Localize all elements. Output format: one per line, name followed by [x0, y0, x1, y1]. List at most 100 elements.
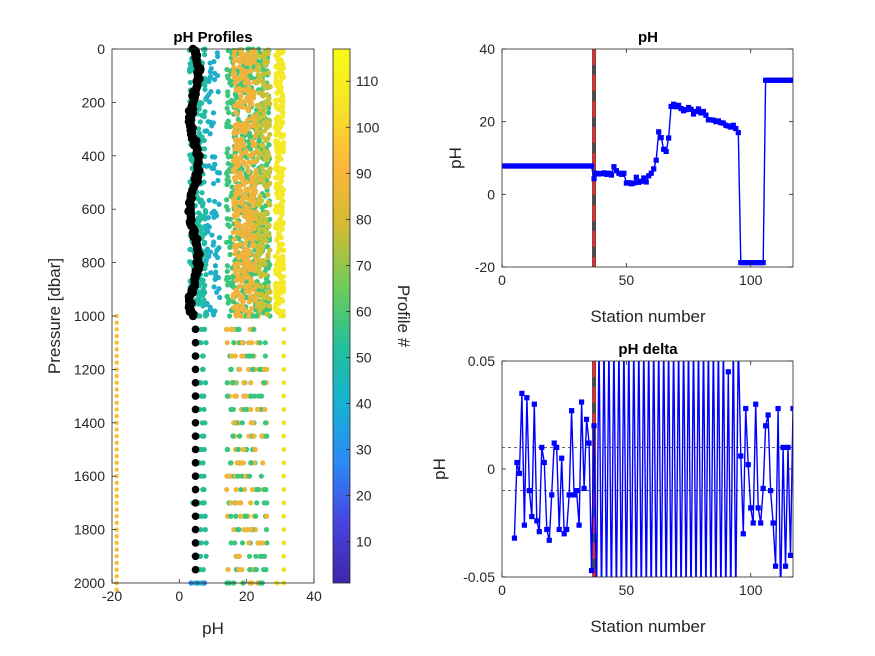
profile-point — [281, 460, 287, 466]
profiles-panel: -20 0 20 4002004006008001000120014001600180… — [45, 29, 322, 638]
profile-point — [196, 101, 202, 107]
profile-point — [277, 79, 283, 86]
profile-point — [281, 433, 287, 439]
ph-ytick-label: 20 — [479, 114, 495, 130]
profile-point — [280, 166, 287, 172]
ph-delta-ytick-label: 0.05 — [468, 353, 495, 369]
profile-point — [280, 274, 287, 280]
profile-point — [200, 353, 206, 359]
profile-point — [241, 72, 247, 78]
ph-delta-data-marker — [569, 408, 575, 414]
profile-point — [251, 433, 257, 439]
profile-point — [200, 460, 206, 466]
profile-point — [214, 50, 220, 56]
profile-point — [235, 303, 241, 309]
profile-point — [273, 280, 279, 287]
profiles-ytick-label: 1000 — [74, 308, 105, 324]
profile-point — [255, 130, 261, 136]
profile-point — [265, 283, 271, 290]
profile-point — [231, 64, 237, 70]
profile-point — [261, 192, 267, 198]
ph-ytick-label: 40 — [479, 41, 495, 57]
profile-point — [265, 83, 272, 89]
profile-point — [279, 226, 285, 232]
profile-point — [241, 406, 247, 413]
profiles-xtick-label: 20 — [239, 588, 255, 604]
profile-point — [212, 263, 219, 269]
profile-point — [114, 380, 119, 385]
profile-point — [200, 286, 206, 292]
profile-point — [212, 161, 218, 167]
current-profile-point — [191, 392, 200, 400]
ph-data-marker — [621, 170, 627, 176]
profile-point — [255, 236, 261, 242]
profile-point — [224, 263, 231, 269]
profile-point — [240, 446, 246, 453]
profile-point — [207, 131, 213, 137]
current-profile-point — [191, 419, 200, 427]
colorbar-tick-label: 20 — [356, 488, 372, 504]
ph-delta-data-marker — [581, 485, 587, 492]
profile-point — [206, 76, 213, 82]
current-profile-point — [191, 499, 200, 507]
profile-point — [233, 109, 239, 115]
profile-point — [251, 326, 257, 332]
profile-point — [187, 259, 193, 265]
profile-point — [224, 197, 230, 203]
profile-point — [265, 253, 271, 259]
profile-point — [202, 527, 208, 533]
profile-point — [259, 220, 266, 226]
profile-point — [224, 486, 230, 493]
ph-delta-data-marker — [753, 401, 759, 407]
profile-point — [227, 239, 233, 245]
profile-point — [254, 303, 260, 309]
profile-point — [263, 486, 269, 493]
profile-point — [254, 406, 261, 413]
profile-point — [255, 115, 261, 121]
profile-point — [265, 110, 272, 116]
profile-point — [232, 146, 238, 152]
profile-point — [262, 420, 269, 426]
profile-point — [202, 380, 209, 386]
ph-data-marker — [688, 106, 694, 112]
profile-point — [261, 50, 267, 56]
current-profile-point — [191, 445, 200, 454]
profile-point — [224, 393, 230, 399]
profile-point — [114, 560, 119, 566]
ph-delta-data-marker — [743, 405, 749, 412]
profile-point — [197, 119, 203, 125]
ph-series-layer — [502, 49, 793, 267]
profile-point — [114, 474, 119, 479]
profile-point — [114, 554, 119, 559]
current-profile-point — [191, 552, 200, 561]
profile-point — [226, 178, 232, 184]
profile-point — [276, 51, 282, 57]
profile-point — [248, 500, 254, 506]
profiles-xtick-label: -20 — [102, 588, 122, 604]
profiles-ytick-label: 1200 — [74, 361, 105, 377]
profile-point — [201, 446, 207, 453]
profile-point — [211, 165, 217, 172]
profile-point — [237, 56, 243, 62]
profiles-ytick-label: 1800 — [74, 522, 105, 538]
profile-point — [114, 340, 119, 345]
colorbar-tick-label: 100 — [356, 119, 380, 135]
ph-delta-data-marker — [534, 518, 540, 524]
profile-point — [114, 313, 119, 319]
ph-delta-data-marker — [591, 423, 597, 429]
profile-point — [201, 213, 207, 220]
profile-point — [114, 447, 119, 452]
colorbar[interactable]: 10 20 30 40 50 60 70 80 90 100 110 Profile # — [332, 48, 413, 584]
ph-xtick-label: 0 — [498, 272, 506, 288]
profile-point — [240, 159, 247, 165]
profile-point — [249, 209, 255, 216]
profile-point — [201, 52, 208, 58]
profile-point — [257, 366, 263, 372]
profile-point — [203, 340, 209, 346]
profile-point — [233, 190, 239, 196]
profile-point — [274, 138, 280, 144]
colorbar-tick-label: 10 — [356, 534, 372, 550]
profile-point — [248, 153, 254, 159]
profile-point — [242, 255, 248, 261]
profile-point — [276, 218, 282, 224]
